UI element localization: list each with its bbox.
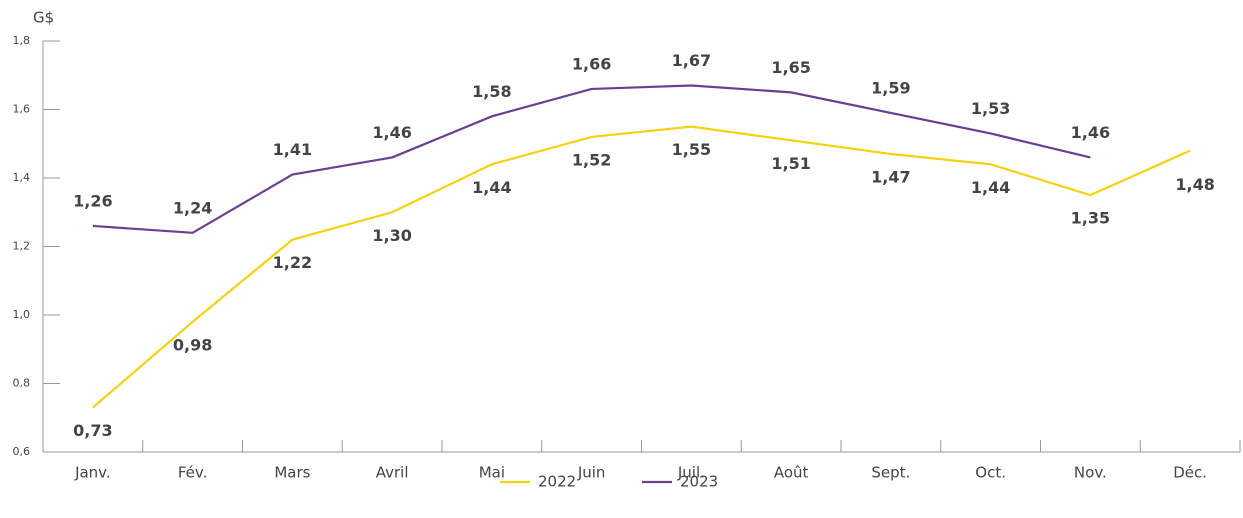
y-tick-label: 1,4 bbox=[13, 171, 31, 184]
y-tick-label: 1,8 bbox=[13, 34, 31, 47]
x-tick-label: Déc. bbox=[1173, 464, 1207, 482]
value-label: 1,46 bbox=[1071, 123, 1110, 142]
x-tick-label: Sept. bbox=[871, 464, 910, 482]
value-label: 1,58 bbox=[472, 82, 511, 101]
y-tick-label: 1,2 bbox=[13, 240, 31, 253]
y-tick-label: 1,0 bbox=[13, 308, 31, 321]
y-tick-label: 0,6 bbox=[13, 445, 31, 458]
value-label: 1,35 bbox=[1071, 209, 1110, 228]
value-label: 1,59 bbox=[871, 78, 910, 97]
legend-label: 2023 bbox=[680, 473, 718, 491]
value-label: 0,73 bbox=[73, 421, 112, 440]
x-tick-label: Août bbox=[774, 464, 809, 482]
x-tick-label: Janv. bbox=[74, 464, 111, 482]
value-label: 1,30 bbox=[372, 226, 411, 245]
x-tick-label: Mai bbox=[479, 464, 505, 482]
legend-label: 2022 bbox=[538, 473, 576, 491]
x-tick-label: Oct. bbox=[975, 464, 1006, 482]
value-label: 1,47 bbox=[871, 168, 910, 187]
x-tick-label: Fév. bbox=[178, 464, 208, 482]
value-label: 1,65 bbox=[771, 58, 810, 77]
value-label: 1,53 bbox=[971, 99, 1010, 118]
value-label: 1,44 bbox=[971, 178, 1010, 197]
x-tick-label: Mars bbox=[274, 464, 310, 482]
value-label: 1,24 bbox=[173, 198, 212, 217]
x-tick-label: Nov. bbox=[1074, 464, 1107, 482]
series-line bbox=[92, 125, 1191, 409]
value-label: 1,46 bbox=[372, 123, 411, 142]
value-label: 1,52 bbox=[572, 150, 611, 169]
value-label: 0,98 bbox=[173, 335, 212, 354]
x-tick-label: Avril bbox=[376, 464, 409, 482]
value-label: 1,55 bbox=[672, 140, 711, 159]
value-label: 1,26 bbox=[73, 191, 112, 210]
value-label: 1,48 bbox=[1175, 175, 1214, 194]
y-tick-label: 0,8 bbox=[13, 377, 31, 390]
x-tick-label: Juil. bbox=[677, 464, 705, 482]
value-label: 1,67 bbox=[672, 51, 711, 70]
value-label: 1,41 bbox=[273, 140, 312, 159]
value-label: 1,51 bbox=[771, 154, 810, 173]
x-tick-label: Juin bbox=[577, 464, 606, 482]
series-line bbox=[92, 84, 1091, 234]
value-label: 1,66 bbox=[572, 54, 611, 73]
y-tick-label: 1,6 bbox=[13, 103, 31, 116]
value-label: 1,22 bbox=[273, 253, 312, 272]
y-axis-label: G$ bbox=[33, 9, 54, 27]
value-label: 1,44 bbox=[472, 178, 511, 197]
